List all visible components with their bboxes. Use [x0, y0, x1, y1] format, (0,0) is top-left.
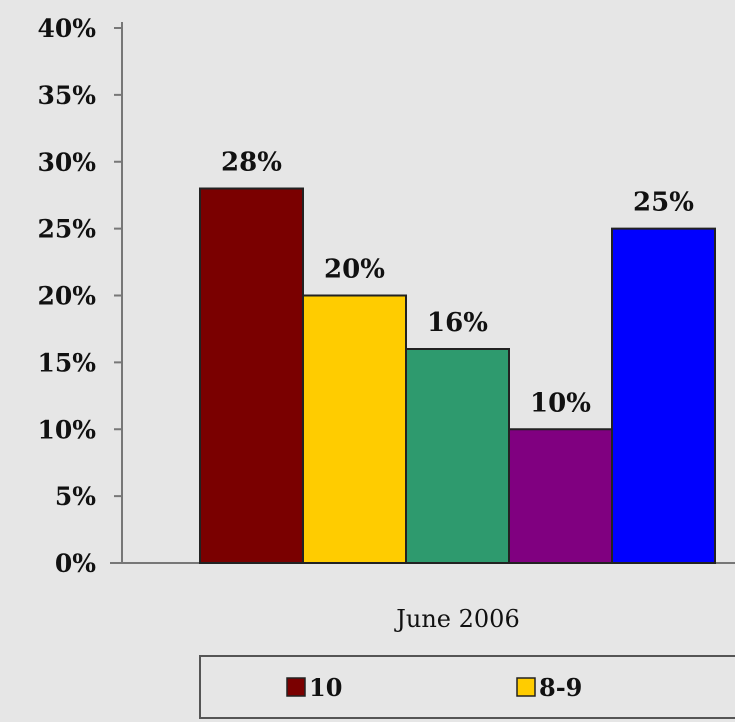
y-tick-label: 0%: [55, 549, 96, 578]
y-tick-label: 40%: [37, 14, 96, 43]
bar-data-label: 16%: [427, 308, 488, 338]
legend-box: [199, 655, 735, 719]
legend-label: 8-9: [539, 673, 582, 702]
y-tick-label: 30%: [37, 148, 96, 177]
legend-swatch: [516, 677, 536, 697]
y-tick-label: 25%: [37, 215, 96, 244]
y-tick-label: 5%: [55, 482, 96, 511]
bar-labels: 28% 20% 16% 10% 25%: [221, 148, 694, 419]
x-axis-label: June 2006: [393, 605, 519, 633]
bar: [302, 294, 407, 564]
bar-data-label: 10%: [530, 388, 591, 418]
y-tick-label: 35%: [37, 81, 96, 110]
y-tick-label: 10%: [37, 415, 96, 444]
legend-items: 10 8-9: [286, 673, 582, 702]
bar-data-label: 25%: [633, 188, 694, 218]
bar: [199, 187, 304, 564]
y-tick-label: 20%: [37, 282, 96, 311]
bars: [199, 187, 716, 564]
legend-swatch: [286, 677, 306, 697]
bar: [405, 348, 510, 564]
y-tick-label: 15%: [37, 348, 96, 377]
legend: 10 8-9: [199, 655, 735, 719]
bar-data-label: 28%: [221, 148, 282, 178]
legend-label: 10: [309, 673, 342, 702]
bar: [508, 428, 613, 564]
y-axis-ticks: 0% 5% 10% 15% 20% 25% 30% 35% 40%: [37, 14, 122, 578]
bar-data-label: 20%: [324, 255, 385, 285]
bar: [611, 227, 716, 564]
